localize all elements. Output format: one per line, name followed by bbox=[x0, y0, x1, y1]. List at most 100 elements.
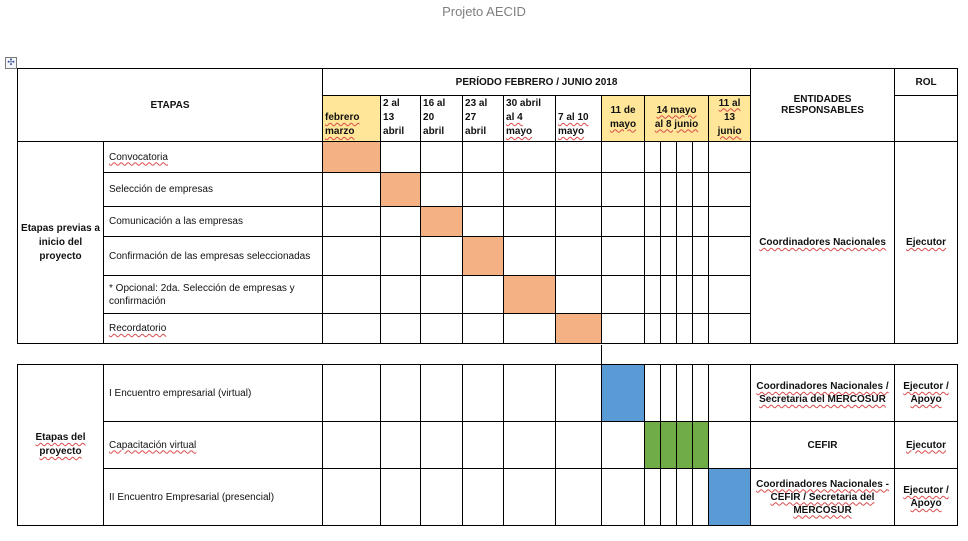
cell-text: Recordatorio bbox=[109, 323, 167, 334]
stage-row-label: Recordatorio bbox=[102, 313, 324, 344]
cell-text: 2 al bbox=[383, 98, 400, 109]
stage-row-label: Selección de empresas bbox=[102, 172, 324, 207]
timeline-cell bbox=[692, 206, 710, 237]
role-cell: Ejecutor bbox=[894, 141, 959, 344]
header-periodo: PERÍODO FEBRERO / JUNIO 2018 bbox=[322, 68, 752, 96]
timeline-cell bbox=[503, 313, 557, 344]
timeline-cell bbox=[692, 141, 710, 173]
cell-text: abril bbox=[423, 126, 445, 137]
timeline-cell bbox=[503, 206, 557, 237]
cell-text: Coordinadores Nacionales - CEFIR / Secre… bbox=[756, 478, 889, 516]
timeline-cell bbox=[322, 313, 382, 344]
timeline-cell bbox=[692, 236, 710, 276]
cell-text: Ejecutor bbox=[906, 237, 947, 248]
timeline-cell bbox=[708, 421, 751, 469]
timeline-cell bbox=[555, 275, 603, 314]
cell-text: 7 al 10 bbox=[558, 112, 589, 123]
cell-text: Coordinadores Nacionales bbox=[759, 237, 886, 248]
timeline-cell bbox=[660, 206, 678, 237]
timeline-cell bbox=[708, 141, 752, 173]
cell-text: abril bbox=[383, 126, 405, 137]
entity-cell: Coordinadores Nacionales - CEFIR / Secre… bbox=[750, 468, 895, 526]
timeline-cell bbox=[692, 364, 709, 422]
period-header: 23 al 27 abril bbox=[462, 95, 505, 142]
schedule-table-project-stages: Etapas del proyecto I Encuentro empresar… bbox=[17, 364, 958, 526]
timeline-cell bbox=[660, 364, 677, 422]
timeline-cell bbox=[462, 468, 504, 526]
timeline-cell bbox=[462, 172, 505, 207]
cell-text: Ejecutor / Apoyo bbox=[903, 381, 949, 405]
period-header: 30 abril al 4 mayo bbox=[503, 95, 557, 142]
timeline-cell bbox=[601, 313, 646, 344]
header-rol: ROL bbox=[894, 68, 959, 96]
timeline-cell bbox=[660, 141, 678, 173]
timeline-cell bbox=[676, 275, 694, 314]
stage-row-label: Confirmación de las empresas seleccionad… bbox=[102, 236, 324, 276]
timeline-cell bbox=[660, 313, 678, 344]
timeline-cell bbox=[420, 364, 463, 422]
cell-text: al 4 bbox=[506, 112, 523, 123]
cell-text: febrero bbox=[325, 112, 360, 123]
cell-text: mayo bbox=[558, 126, 585, 137]
timeline-cell bbox=[601, 275, 646, 314]
timeline-cell bbox=[601, 206, 646, 237]
table-move-handle-icon[interactable]: ✣ bbox=[5, 57, 17, 69]
timeline-cell-active bbox=[676, 421, 693, 469]
timeline-cell-active bbox=[692, 421, 709, 469]
role-cell: Ejecutor / Apoyo bbox=[894, 364, 958, 422]
cell-text: 14 mayo bbox=[656, 104, 697, 116]
timeline-cell bbox=[708, 364, 751, 422]
timeline-cell bbox=[555, 421, 602, 469]
header-etapas: ETAPAS bbox=[16, 68, 324, 142]
timeline-cell bbox=[322, 275, 382, 314]
timeline-cell-active bbox=[462, 236, 505, 276]
period-header: 16 al 20 abril bbox=[420, 95, 464, 142]
cell-text: junio bbox=[717, 125, 742, 137]
timeline-cell bbox=[462, 206, 505, 237]
stage-row-label: Comunicación a las empresas bbox=[102, 206, 324, 237]
cell-text: al 8 junio bbox=[654, 118, 699, 130]
timeline-cell bbox=[676, 141, 694, 173]
timeline-cell bbox=[676, 468, 693, 526]
cell-text: 30 abril bbox=[506, 98, 542, 109]
stage-row-label: Convocatoria bbox=[102, 141, 324, 173]
timeline-cell bbox=[462, 141, 505, 173]
timeline-cell bbox=[692, 468, 709, 526]
timeline-cell bbox=[420, 313, 464, 344]
timeline-cell bbox=[380, 421, 421, 469]
cell-text: 23 al bbox=[465, 98, 488, 109]
timeline-cell-active bbox=[380, 172, 422, 207]
stage-row-label: I Encuentro empresarial (virtual) bbox=[103, 364, 323, 422]
timeline-cell bbox=[644, 313, 662, 344]
period-header: 7 al 10 mayo bbox=[555, 95, 603, 142]
timeline-cell bbox=[644, 206, 662, 237]
period-header: 11 de mayo bbox=[601, 95, 646, 142]
timeline-cell-active bbox=[322, 141, 382, 173]
timeline-cell bbox=[555, 236, 603, 276]
timeline-cell bbox=[462, 364, 504, 422]
header-entidades: ENTIDADES RESPONSABLES bbox=[750, 68, 896, 142]
cell-text: 16 al bbox=[423, 98, 446, 109]
timeline-cell bbox=[708, 313, 752, 344]
timeline-cell bbox=[692, 275, 710, 314]
cell-text: 13 bbox=[383, 112, 395, 123]
entity-cell: Coordinadores Nacionales / Secretaria de… bbox=[750, 364, 895, 422]
period-header: 14 mayo al 8 junio bbox=[644, 95, 710, 142]
cell-text: Capacitación virtual bbox=[109, 439, 197, 451]
timeline-cell bbox=[644, 236, 662, 276]
role-cell: Ejecutor bbox=[894, 421, 958, 469]
rol-header-blank bbox=[894, 95, 959, 142]
timeline-cell bbox=[322, 206, 382, 237]
timeline-cell bbox=[503, 421, 556, 469]
timeline-cell bbox=[420, 421, 463, 469]
timeline-cell bbox=[555, 141, 603, 173]
period-header: 11 al 13 junio bbox=[708, 95, 752, 142]
cell-text: mayo bbox=[609, 118, 637, 130]
timeline-cell bbox=[601, 468, 645, 526]
cell-text: Etapas previas a inicio del proyecto bbox=[21, 222, 100, 262]
timeline-cell bbox=[322, 364, 381, 422]
timeline-cell-active bbox=[420, 206, 464, 237]
cell-text: Coordinadores Nacionales / Secretaria de… bbox=[756, 381, 889, 405]
timeline-cell bbox=[708, 172, 752, 207]
stage-row-label: II Encuentro Empresarial (presencial) bbox=[103, 468, 323, 526]
